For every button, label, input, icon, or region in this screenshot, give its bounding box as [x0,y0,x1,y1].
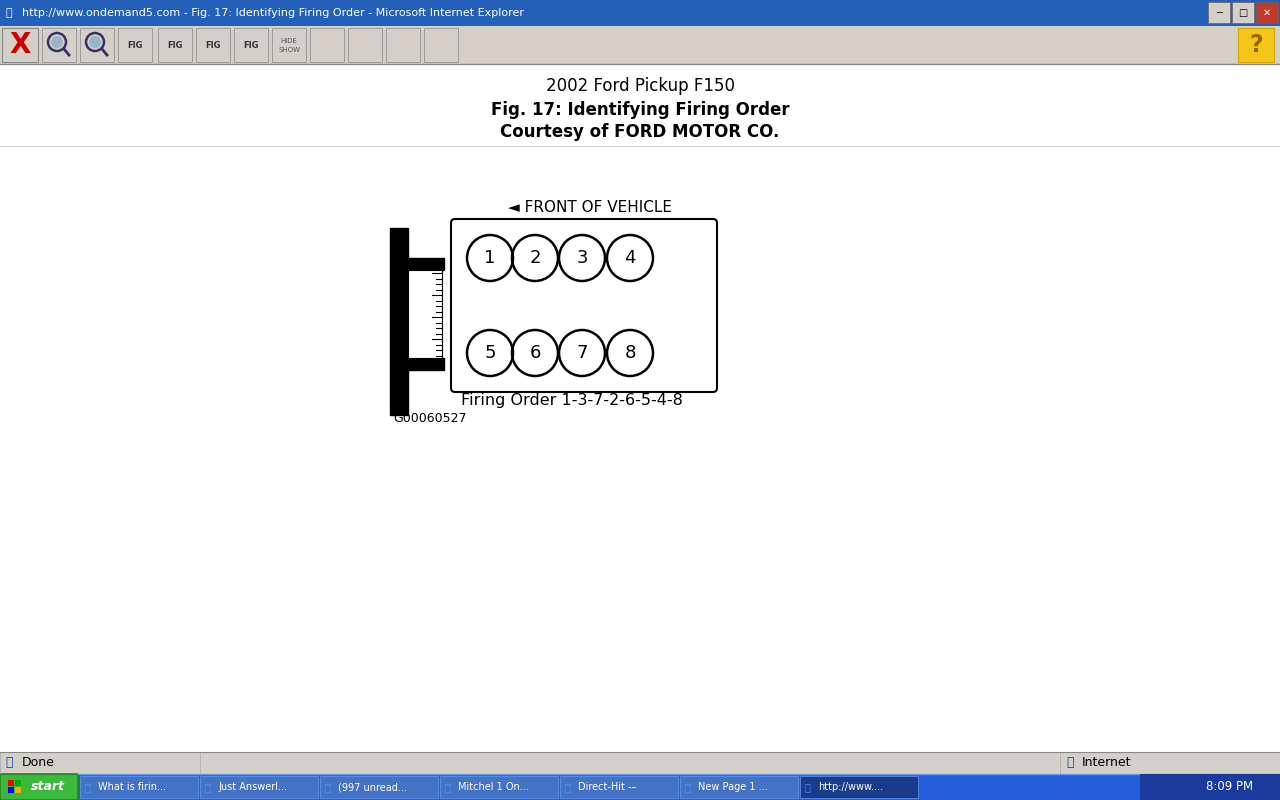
FancyBboxPatch shape [387,28,420,62]
FancyBboxPatch shape [320,776,438,798]
FancyBboxPatch shape [561,776,678,798]
Text: 🌐: 🌐 [5,757,13,770]
FancyBboxPatch shape [8,780,14,786]
Text: Firing Order 1-3-7-2-6-5-4-8: Firing Order 1-3-7-2-6-5-4-8 [461,393,684,407]
FancyBboxPatch shape [79,776,198,798]
FancyBboxPatch shape [234,28,268,62]
Text: FIG: FIG [127,41,143,50]
FancyBboxPatch shape [1140,774,1280,800]
FancyBboxPatch shape [200,776,317,798]
Text: What is firin...: What is firin... [99,782,166,792]
Text: 6: 6 [530,344,540,362]
FancyBboxPatch shape [408,270,442,358]
Text: 🌐: 🌐 [325,782,330,792]
FancyBboxPatch shape [680,776,797,798]
FancyBboxPatch shape [348,28,381,62]
Text: ?: ? [1249,33,1263,57]
FancyBboxPatch shape [0,752,1280,774]
Text: FIG: FIG [243,41,259,50]
Text: 🌐: 🌐 [445,782,451,792]
Text: FIG: FIG [168,41,183,50]
Text: 🌐: 🌐 [564,782,571,792]
Text: ─: ─ [1216,8,1222,18]
Text: HIDE: HIDE [280,38,297,44]
FancyBboxPatch shape [451,219,717,392]
Text: ◄ FRONT OF VEHICLE: ◄ FRONT OF VEHICLE [508,201,672,215]
FancyBboxPatch shape [800,776,918,798]
FancyBboxPatch shape [0,64,1280,752]
FancyBboxPatch shape [196,28,230,62]
Text: FIG: FIG [205,41,220,50]
Text: Courtesy of FORD MOTOR CO.: Courtesy of FORD MOTOR CO. [500,123,780,141]
Text: Fig. 17: Identifying Firing Order: Fig. 17: Identifying Firing Order [490,101,790,119]
FancyBboxPatch shape [42,28,76,62]
FancyBboxPatch shape [8,787,14,793]
FancyBboxPatch shape [408,358,444,370]
FancyBboxPatch shape [0,774,78,800]
FancyBboxPatch shape [390,228,408,415]
Text: □: □ [1238,8,1248,18]
Text: 🌐: 🌐 [1066,757,1074,770]
Circle shape [51,36,63,48]
Text: (997 unread...: (997 unread... [338,782,407,792]
FancyBboxPatch shape [0,0,1280,26]
Text: Direct-Hit -–: Direct-Hit -– [579,782,636,792]
Text: 5: 5 [484,344,495,362]
FancyBboxPatch shape [440,776,558,798]
Text: 🌐: 🌐 [6,8,13,18]
Text: 🌐: 🌐 [805,782,810,792]
FancyBboxPatch shape [0,26,1280,64]
FancyBboxPatch shape [1238,28,1274,62]
FancyBboxPatch shape [1208,2,1230,23]
Circle shape [90,36,101,48]
FancyBboxPatch shape [0,752,200,774]
Text: 🌐: 🌐 [685,782,691,792]
Text: New Page 1 ...: New Page 1 ... [698,782,768,792]
FancyBboxPatch shape [1060,752,1280,774]
Text: 8: 8 [625,344,636,362]
Text: G00060527: G00060527 [393,411,466,425]
Text: start: start [31,781,65,794]
Text: 2: 2 [529,249,540,267]
Text: ✕: ✕ [1263,8,1271,18]
FancyBboxPatch shape [3,28,38,62]
Text: 1: 1 [484,249,495,267]
Text: X: X [9,31,31,59]
Text: 🌐: 🌐 [84,782,91,792]
Text: 4: 4 [625,249,636,267]
Text: Done: Done [22,757,55,770]
FancyBboxPatch shape [15,787,20,793]
Text: http://www....: http://www.... [818,782,883,792]
Text: 8:09 PM: 8:09 PM [1207,781,1253,794]
FancyBboxPatch shape [79,28,114,62]
FancyBboxPatch shape [273,28,306,62]
FancyBboxPatch shape [408,258,444,270]
Text: http://www.ondemand5.com - Fig. 17: Identifying Firing Order - Microsoft Interne: http://www.ondemand5.com - Fig. 17: Iden… [22,8,524,18]
FancyBboxPatch shape [1256,2,1277,23]
Text: SHOW: SHOW [278,47,300,53]
FancyBboxPatch shape [310,28,344,62]
FancyBboxPatch shape [1231,2,1254,23]
Text: Just Answerl...: Just Answerl... [218,782,287,792]
Text: 3: 3 [576,249,588,267]
FancyBboxPatch shape [118,28,152,62]
FancyBboxPatch shape [157,28,192,62]
Text: 🌐: 🌐 [205,782,211,792]
Text: 7: 7 [576,344,588,362]
FancyBboxPatch shape [424,28,458,62]
FancyBboxPatch shape [15,780,20,786]
FancyBboxPatch shape [0,774,1280,800]
Text: Internet: Internet [1082,757,1132,770]
Text: Mitchel 1 On...: Mitchel 1 On... [458,782,529,792]
Text: 2002 Ford Pickup F150: 2002 Ford Pickup F150 [545,77,735,95]
